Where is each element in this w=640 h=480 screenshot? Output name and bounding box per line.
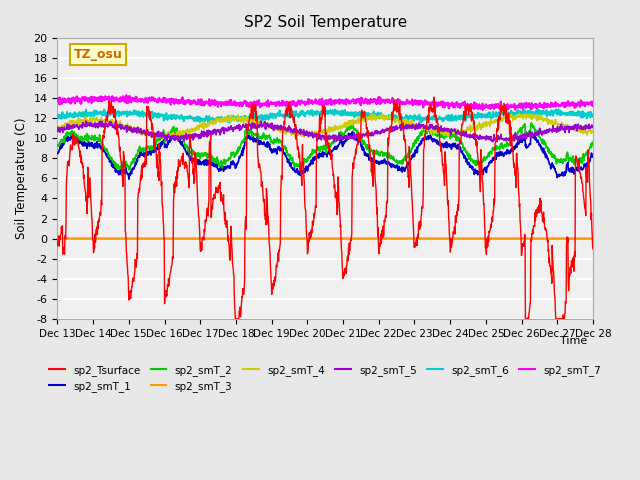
Legend: sp2_Tsurface, sp2_smT_1, sp2_smT_2, sp2_smT_3, sp2_smT_4, sp2_smT_5, sp2_smT_6, : sp2_Tsurface, sp2_smT_1, sp2_smT_2, sp2_…	[45, 360, 605, 396]
Title: SP2 Soil Temperature: SP2 Soil Temperature	[244, 15, 407, 30]
Text: Time: Time	[560, 336, 588, 346]
Text: TZ_osu: TZ_osu	[74, 48, 122, 61]
Y-axis label: Soil Temperature (C): Soil Temperature (C)	[15, 118, 28, 239]
